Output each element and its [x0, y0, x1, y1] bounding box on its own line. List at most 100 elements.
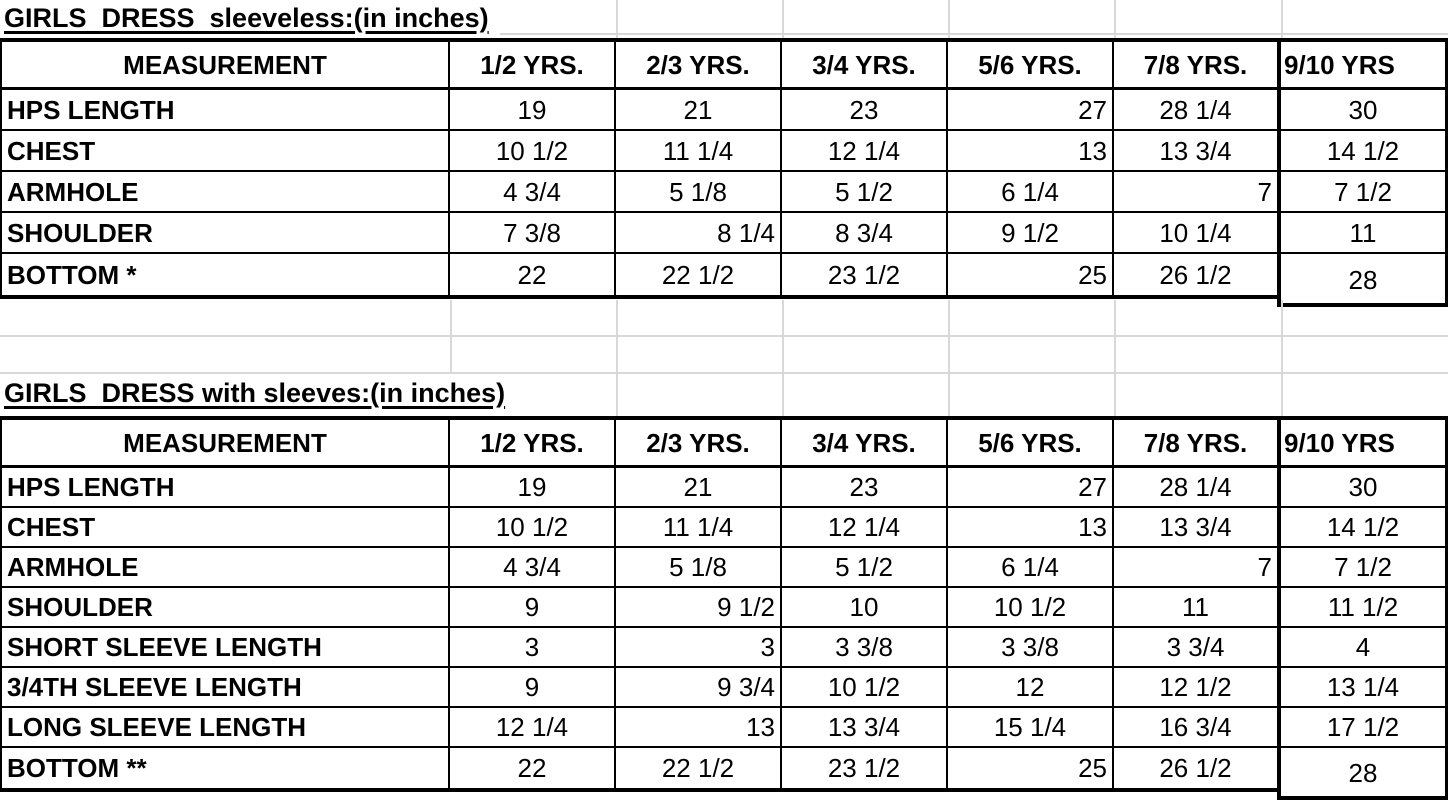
year-header-cell: 9/10 YRS: [1281, 420, 1445, 468]
sheet-gridline: [1281, 0, 1283, 38]
last-column-overhang: [1277, 293, 1448, 307]
row-label-cell: ARMHOLE: [2, 172, 450, 213]
value-cell: 15 1/4: [948, 708, 1114, 748]
value-cell: 8 1/4: [616, 213, 782, 254]
value-cell: 12 1/4: [782, 508, 948, 548]
value-cell: 7 1/2: [1281, 548, 1445, 588]
value-cell: 12 1/4: [450, 708, 616, 748]
year-header-cell: 2/3 YRS.: [616, 420, 782, 468]
sheet-gridline: [1281, 300, 1283, 416]
value-cell: 5 1/8: [616, 548, 782, 588]
value-cell: 7 1/2: [1281, 172, 1445, 213]
year-header-cell: 3/4 YRS.: [782, 420, 948, 468]
row-label-cell: SHOULDER: [2, 213, 450, 254]
row-label-cell: SHOULDER: [2, 588, 450, 628]
last-column-overhang: [1277, 786, 1448, 800]
value-cell: 22 1/2: [616, 254, 782, 295]
value-cell: 3 3/4: [1114, 628, 1281, 668]
value-cell: 25: [948, 748, 1114, 788]
value-cell: 19: [450, 90, 616, 131]
value-cell: 21: [616, 90, 782, 131]
value-cell: 7 3/8: [450, 213, 616, 254]
value-cell: 9: [450, 668, 616, 708]
value-cell: 12: [948, 668, 1114, 708]
value-cell: 22: [450, 254, 616, 295]
year-header-cell: 9/10 YRS: [1281, 42, 1445, 90]
value-cell: 28: [1281, 254, 1445, 295]
value-cell: 28 1/4: [1114, 468, 1281, 508]
size-table-with-sleeves: MEASUREMENT 1/2 YRS. 2/3 YRS. 3/4 YRS. 5/6 Y…: [0, 416, 1448, 792]
value-cell: 10 1/2: [450, 131, 616, 172]
year-header-cell: 2/3 YRS.: [616, 42, 782, 90]
value-cell: 7: [1114, 172, 1281, 213]
year-header-cell: 7/8 YRS.: [1114, 420, 1281, 468]
value-cell: 22 1/2: [616, 748, 782, 788]
row-label-cell: BOTTOM *: [2, 254, 450, 295]
sheet-gridline: [0, 372, 1448, 374]
value-cell: 21: [616, 468, 782, 508]
value-cell: 12 1/2: [1114, 668, 1281, 708]
value-cell: 19: [450, 468, 616, 508]
year-header-cell: 5/6 YRS.: [948, 420, 1114, 468]
value-cell: 3: [616, 628, 782, 668]
row-label-cell: CHEST: [2, 508, 450, 548]
sheet-gridline: [616, 300, 618, 416]
value-cell: 6 1/4: [948, 548, 1114, 588]
value-cell: 10 1/2: [948, 588, 1114, 628]
value-cell: 23: [782, 468, 948, 508]
value-cell: 13 3/4: [1114, 131, 1281, 172]
value-cell: 11 1/4: [616, 508, 782, 548]
value-cell: 9 1/2: [948, 213, 1114, 254]
value-cell: 22: [450, 748, 616, 788]
year-header-cell: 1/2 YRS.: [450, 42, 616, 90]
value-cell: 23 1/2: [782, 254, 948, 295]
value-cell: 13 1/4: [1281, 668, 1445, 708]
table-title-with-sleeves: GIRLS DRESS with sleeves:(in inches): [4, 377, 506, 408]
value-cell: 28 1/4: [1114, 90, 1281, 131]
measurement-header-cell: MEASUREMENT: [2, 42, 450, 90]
value-cell: 30: [1281, 90, 1445, 131]
row-label-cell: ARMHOLE: [2, 548, 450, 588]
value-cell: 6 1/4: [948, 172, 1114, 213]
year-header-cell: 7/8 YRS.: [1114, 42, 1281, 90]
value-cell: 30: [1281, 468, 1445, 508]
value-cell: 13 3/4: [1114, 508, 1281, 548]
row-label-cell: BOTTOM **: [2, 748, 450, 788]
value-cell: 13: [616, 708, 782, 748]
value-cell: 9: [450, 588, 616, 628]
value-cell: 14 1/2: [1281, 508, 1445, 548]
value-cell: 10: [782, 588, 948, 628]
value-cell: 3 3/8: [948, 628, 1114, 668]
value-cell: 23 1/2: [782, 748, 948, 788]
value-cell: 8 3/4: [782, 213, 948, 254]
value-cell: 12 1/4: [782, 131, 948, 172]
value-cell: 23: [782, 90, 948, 131]
value-cell: 5 1/2: [782, 548, 948, 588]
value-cell: 10 1/4: [1114, 213, 1281, 254]
value-cell: 3: [450, 628, 616, 668]
year-header-cell: 1/2 YRS.: [450, 420, 616, 468]
year-header-cell: 3/4 YRS.: [782, 42, 948, 90]
sheet-gridline: [782, 0, 784, 38]
value-cell: 11 1/2: [1281, 588, 1445, 628]
value-cell: 4: [1281, 628, 1445, 668]
row-label-cell: 3/4TH SLEEVE LENGTH: [2, 668, 450, 708]
value-cell: 13: [948, 131, 1114, 172]
value-cell: 17 1/2: [1281, 708, 1445, 748]
value-cell: 7: [1114, 548, 1281, 588]
row-label-cell: HPS LENGTH: [2, 90, 450, 131]
value-cell: 11 1/4: [616, 131, 782, 172]
value-cell: 3 3/8: [782, 628, 948, 668]
value-cell: 13 3/4: [782, 708, 948, 748]
value-cell: 13: [948, 508, 1114, 548]
measurement-header-cell: MEASUREMENT: [2, 420, 450, 468]
table-title-sleeveless: GIRLS DRESS sleeveless:(in inches): [4, 2, 489, 33]
value-cell: 26 1/2: [1114, 748, 1281, 788]
row-label-cell: SHORT SLEEVE LENGTH: [2, 628, 450, 668]
value-cell: 9 1/2: [616, 588, 782, 628]
sheet-gridline: [1114, 0, 1116, 38]
value-cell: 25: [948, 254, 1114, 295]
year-header-cell: 5/6 YRS.: [948, 42, 1114, 90]
value-cell: 9 3/4: [616, 668, 782, 708]
